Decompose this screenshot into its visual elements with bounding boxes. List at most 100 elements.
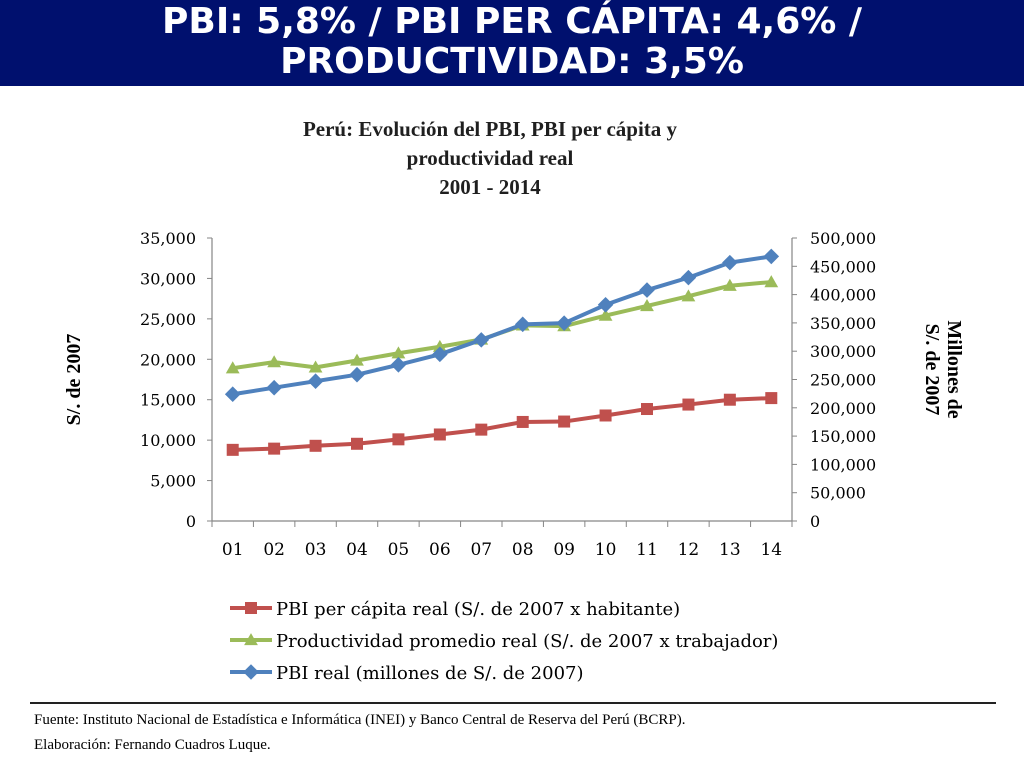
legend-item-2: Productividad promedio real (S/. de 2007… bbox=[230, 631, 778, 652]
data-point bbox=[390, 356, 407, 373]
data-point bbox=[639, 282, 655, 298]
legend-label: PBI per cápita real (S/. de 2007 x habit… bbox=[276, 599, 680, 620]
chart-title-line-2: productividad real bbox=[407, 146, 574, 170]
y-right-tick-label: 100,000 bbox=[810, 455, 876, 474]
data-point bbox=[598, 308, 613, 321]
data-point bbox=[267, 355, 282, 368]
slide-title-line-2: PRODUCTIVIDAD: 3,5% bbox=[280, 41, 744, 82]
data-point bbox=[764, 275, 779, 288]
y-left-tick-label: 0 bbox=[186, 512, 196, 531]
x-tick-label: 11 bbox=[636, 540, 658, 560]
footer-divider bbox=[30, 702, 996, 704]
y-right-axis-title-line-1: Millones de bbox=[943, 320, 965, 418]
y-left-tick-label: 20,000 bbox=[140, 350, 196, 369]
data-point bbox=[307, 373, 324, 389]
y-left-tick-label: 15,000 bbox=[140, 391, 196, 410]
data-point bbox=[680, 269, 697, 286]
data-point bbox=[682, 398, 695, 411]
y-right-tick-label: 0 bbox=[810, 512, 820, 531]
chart-title-line-1: Perú: Evolución del PBI, PBI per cápita … bbox=[303, 117, 678, 141]
data-point bbox=[266, 379, 282, 396]
y-right-tick-label: 200,000 bbox=[810, 399, 876, 418]
series-line bbox=[232, 396, 772, 452]
x-tick-label: 04 bbox=[346, 540, 368, 560]
y-right-tick-label: 400,000 bbox=[810, 286, 876, 305]
y-right-tick-label: 300,000 bbox=[810, 342, 876, 361]
author-note: Elaboración: Fernando Cuadros Luque. bbox=[34, 737, 271, 753]
data-point bbox=[516, 415, 529, 428]
legend-label: Productividad promedio real (S/. de 2007… bbox=[276, 631, 778, 652]
data-point bbox=[432, 339, 447, 352]
series-line bbox=[232, 254, 772, 397]
data-point bbox=[268, 442, 281, 455]
data-point bbox=[722, 254, 738, 271]
x-tick-label: 08 bbox=[512, 540, 534, 560]
data-point bbox=[722, 278, 737, 291]
y-right-axis-title-line-2: S/. de 2007 bbox=[921, 324, 943, 416]
slide-title: PBI: 5,8% / PBI PER CÁPITA: 4,6% / PRODU… bbox=[0, 0, 1024, 86]
data-point bbox=[556, 315, 572, 331]
series-2 bbox=[225, 275, 779, 374]
chart-axes: 0 5,000 10,000 15,000 20,000 25,000 30,000 35,0… bbox=[63, 229, 965, 560]
data-point bbox=[763, 248, 780, 265]
data-point bbox=[245, 602, 257, 614]
chart-legend: PBI per cápita real (S/. de 2007 x habit… bbox=[230, 599, 778, 684]
data-point bbox=[225, 361, 240, 374]
legend-item-1: PBI per cápita real (S/. de 2007 x habit… bbox=[230, 599, 680, 620]
data-point bbox=[641, 403, 653, 416]
x-tick-label: 05 bbox=[388, 540, 410, 560]
data-point bbox=[351, 437, 363, 450]
data-point bbox=[599, 409, 612, 422]
data-point bbox=[475, 423, 488, 436]
data-point bbox=[514, 316, 531, 333]
y-left-tick-label: 35,000 bbox=[140, 229, 196, 248]
data-point bbox=[244, 633, 258, 646]
y-left-tick-label: 30,000 bbox=[140, 269, 196, 288]
data-point bbox=[597, 296, 614, 313]
series-1 bbox=[226, 392, 778, 456]
source-note: Fuente: Instituto Nacional de Estadístic… bbox=[34, 712, 686, 728]
x-tick-label: 13 bbox=[719, 540, 741, 560]
y-right-tick-label: 450,000 bbox=[810, 257, 876, 276]
x-tick-label: 02 bbox=[263, 540, 285, 560]
legend-item-3: PBI real (millones de S/. de 2007) bbox=[230, 663, 584, 684]
data-point bbox=[681, 289, 696, 302]
data-point bbox=[640, 299, 654, 312]
slide-title-line-1: PBI: 5,8% / PBI PER CÁPITA: 4,6% / bbox=[162, 1, 862, 42]
chart-series bbox=[224, 248, 780, 456]
x-tick-label: 07 bbox=[470, 540, 492, 560]
x-tick-label: 03 bbox=[305, 540, 327, 560]
y-left-tick-label: 25,000 bbox=[140, 310, 196, 329]
data-point bbox=[433, 428, 446, 441]
data-point bbox=[391, 346, 406, 359]
x-tick-label: 14 bbox=[760, 540, 782, 560]
chart-title-line-3: 2001 - 2014 bbox=[439, 175, 541, 199]
data-point bbox=[473, 332, 490, 348]
x-tick-label: 12 bbox=[678, 540, 700, 560]
y-right-tick-label: 250,000 bbox=[810, 371, 876, 390]
y-right-tick-label: 150,000 bbox=[810, 427, 876, 446]
footer: Fuente: Instituto Nacional de Estadístic… bbox=[34, 708, 685, 758]
series-3 bbox=[224, 248, 780, 403]
y-left-tick-label: 5,000 bbox=[150, 472, 196, 491]
data-point bbox=[558, 415, 571, 428]
x-tick-label: 10 bbox=[595, 540, 617, 560]
x-tick-label: 09 bbox=[553, 540, 575, 560]
y-left-tick-label: 10,000 bbox=[140, 431, 196, 450]
data-point bbox=[243, 664, 259, 680]
data-point bbox=[392, 433, 405, 446]
x-tick-label: 06 bbox=[429, 540, 451, 560]
y-right-tick-label: 50,000 bbox=[810, 484, 866, 503]
data-point bbox=[432, 346, 448, 363]
x-tick-label: 01 bbox=[222, 540, 244, 560]
y-left-axis-title: S/. de 2007 bbox=[63, 334, 85, 426]
y-right-tick-label: 350,000 bbox=[810, 314, 876, 333]
data-point bbox=[349, 366, 365, 383]
data-point bbox=[309, 439, 322, 452]
y-right-tick-label: 500,000 bbox=[810, 229, 876, 248]
data-point bbox=[224, 386, 241, 403]
data-point bbox=[308, 360, 323, 373]
data-point bbox=[765, 392, 778, 405]
data-point bbox=[226, 443, 239, 456]
line-chart: Perú: Evolución del PBI, PBI per cápita … bbox=[63, 117, 965, 684]
